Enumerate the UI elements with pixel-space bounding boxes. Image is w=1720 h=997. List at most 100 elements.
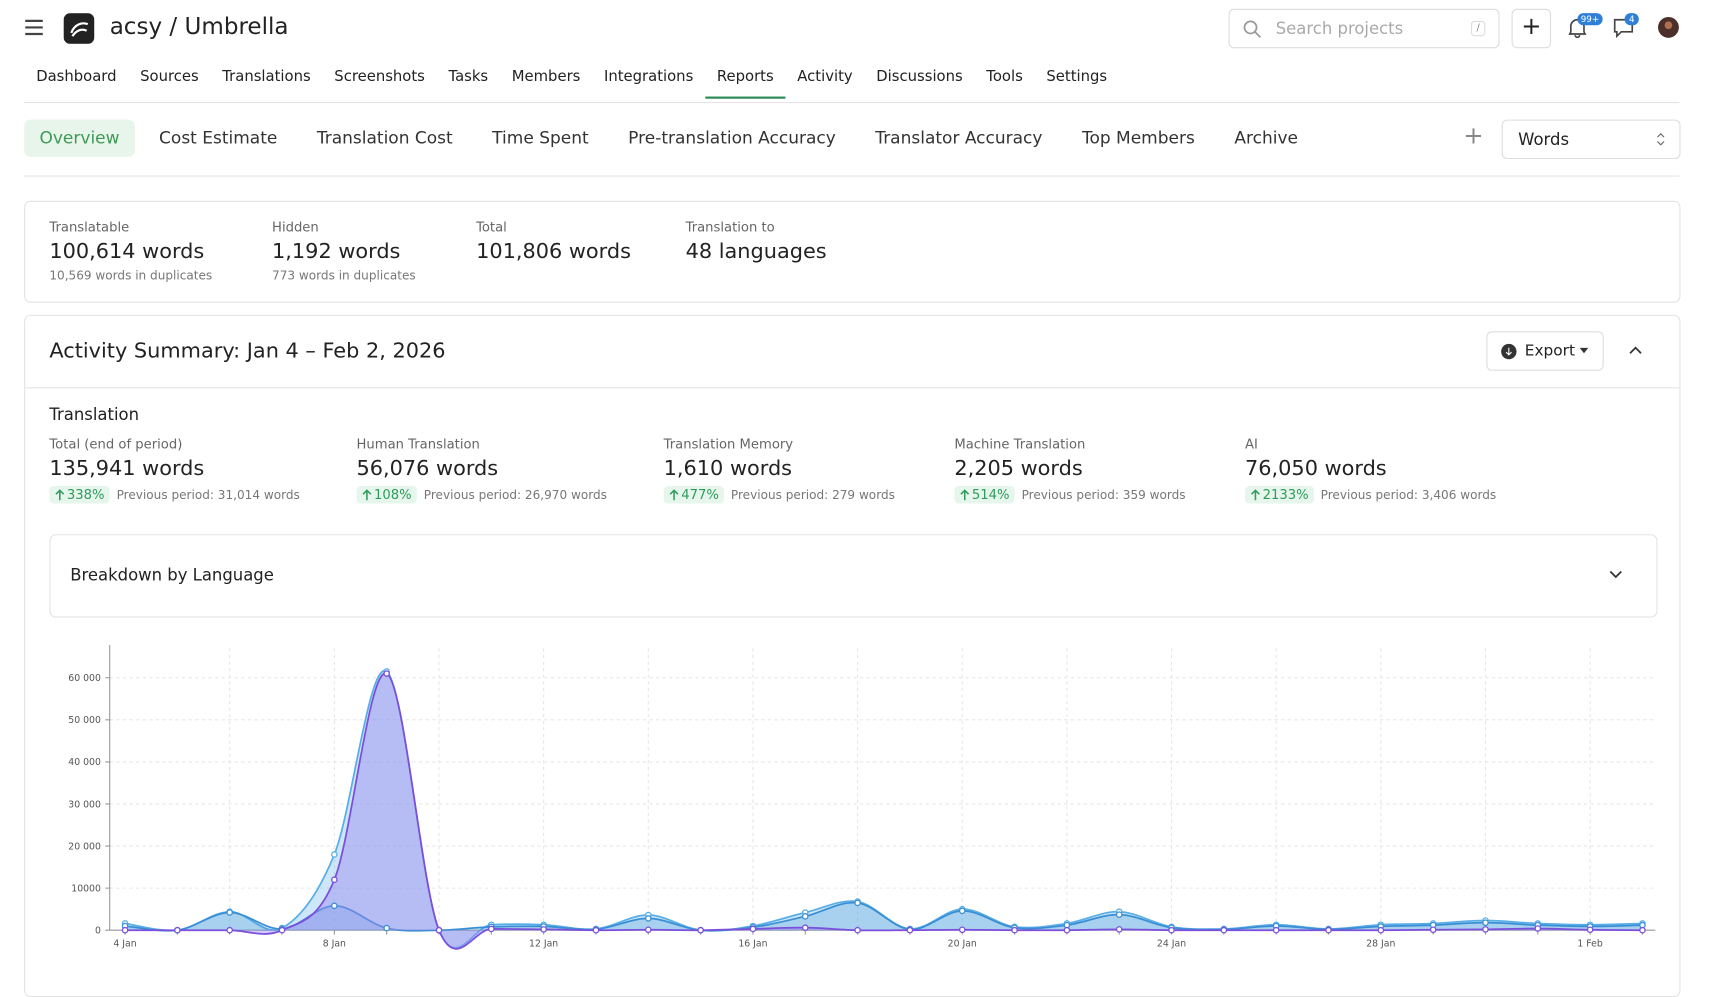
collapse-icon[interactable] [1629, 346, 1642, 355]
change-value: 514% [971, 487, 1010, 503]
export-label: Export [1524, 342, 1576, 360]
x-tick-label: 1 Feb [1577, 939, 1602, 950]
unit-select[interactable]: Words [1501, 119, 1681, 160]
export-button[interactable]: Export [1486, 331, 1604, 371]
y-tick-label: 60 000 [68, 673, 101, 684]
report-tabs: Overview Cost Estimate Translation Cost Tim… [24, 119, 1322, 157]
nav-item[interactable]: Settings [1046, 68, 1108, 86]
point [1325, 926, 1332, 934]
point [331, 902, 338, 910]
stat-value: 100,614 words [49, 239, 205, 264]
y-tick-label: 0 [95, 925, 101, 936]
metric-change-row: 477% Previous period: 279 words [663, 485, 895, 504]
stat-label: Translatable [49, 219, 130, 235]
activity-title: Activity Summary: Jan 4 – Feb 2, 2026 [49, 338, 446, 364]
unit-select-value: Words [1518, 129, 1570, 150]
point [854, 926, 861, 934]
stat-label: Hidden [272, 219, 319, 235]
report-tab[interactable]: Translator Accuracy [875, 128, 1043, 149]
nav-item[interactable]: Dashboard [36, 68, 117, 86]
previous-period: Previous period: 279 words [730, 487, 895, 502]
y-tick-label: 30 000 [68, 799, 101, 810]
nav-item[interactable]: Activity [797, 68, 853, 86]
metric-value: 56,076 words [356, 456, 499, 481]
nav-item[interactable]: Reports [704, 68, 786, 99]
metric-change-row: 2133% Previous period: 3,406 words [1245, 485, 1497, 504]
nav-item[interactable]: Sources [140, 68, 199, 86]
up-arrow [362, 488, 372, 500]
nav-item[interactable]: Discussions [876, 68, 963, 86]
point [854, 899, 861, 907]
point [1272, 926, 1280, 934]
point [697, 926, 704, 934]
point [645, 926, 652, 934]
report-tab[interactable]: Cost Estimate [159, 128, 278, 149]
divider [25, 387, 1680, 389]
report-tab[interactable]: Pre-translation Accuracy [628, 128, 836, 149]
add-button[interactable]: + [1511, 8, 1552, 49]
nav-item[interactable]: Tasks [448, 68, 489, 86]
point [1377, 926, 1385, 934]
avatar[interactable] [1657, 16, 1679, 38]
x-tick-label: 16 Jan [738, 939, 767, 950]
report-tab[interactable]: Translation Cost [316, 128, 453, 149]
project-title[interactable]: acsy / Umbrella [109, 13, 289, 40]
y-tick-label: 50 000 [68, 715, 101, 726]
nav-item[interactable]: Integrations [603, 68, 694, 86]
nav-item[interactable]: Screenshots [334, 68, 425, 86]
change-pill: 338% [49, 485, 111, 504]
point [1011, 926, 1018, 934]
metric-label: Total (end of period) [49, 436, 183, 452]
point [1220, 926, 1228, 934]
report-tab[interactable]: Archive [1234, 128, 1298, 149]
up-arrow [960, 488, 970, 500]
point [226, 909, 233, 916]
x-tick-label: 24 Jan [1157, 939, 1186, 950]
nav-item[interactable]: Members [511, 68, 581, 86]
point [1534, 925, 1542, 932]
search-icon [1243, 20, 1262, 38]
breakdown-title: Breakdown by Language [70, 564, 274, 585]
previous-period: Previous period: 3,406 words [1320, 487, 1497, 502]
up-arrow [669, 488, 679, 500]
x-tick-label: 20 Jan [948, 939, 977, 950]
report-tab[interactable]: Top Members [1081, 128, 1195, 149]
logo[interactable] [63, 13, 95, 44]
line [124, 901, 1643, 932]
change-value: 338% [66, 487, 105, 503]
point [958, 907, 966, 915]
breakdown-card[interactable]: Breakdown by Language [49, 534, 1658, 618]
stat-label: Total [476, 219, 507, 235]
x-tick-label: 4 Jan [113, 939, 136, 950]
metric-value: 2,205 words [954, 456, 1083, 481]
y-tick-label: 20 000 [68, 841, 101, 852]
point [1429, 926, 1437, 934]
nav-item[interactable]: Translations [222, 68, 311, 86]
section-title: Translation [49, 404, 140, 425]
point [174, 926, 181, 934]
point [958, 926, 966, 934]
change-value: 2133% [1262, 487, 1309, 503]
chart: 0 10000 20 000 30 000 40 000 50 000 60 000 4 Ja… [48, 636, 1661, 968]
point [1115, 911, 1123, 918]
add-report-button[interactable]: + [1463, 122, 1484, 151]
metric-value: 1,610 words [663, 456, 793, 481]
search-box[interactable]: Search projects / [1228, 8, 1500, 49]
point [278, 926, 286, 934]
stat-note: 773 words in duplicates [272, 268, 416, 284]
change-value: 108% [374, 487, 412, 503]
point [488, 925, 495, 933]
stats-card: Translatable 100,614 words 10,569 words in… [24, 200, 1681, 303]
point [1482, 919, 1489, 926]
area [125, 673, 1643, 949]
point [331, 851, 338, 858]
export-icon [1501, 343, 1517, 360]
menu-icon[interactable] [24, 19, 44, 37]
point [1063, 926, 1071, 934]
point [592, 926, 600, 934]
metric-change-row: 108% Previous period: 26,970 words [356, 485, 607, 504]
report-tab[interactable]: Time Spent [492, 128, 589, 149]
report-tab[interactable]: Overview [24, 119, 135, 157]
nav-item[interactable]: Tools [986, 68, 1023, 86]
x-tick-label: 12 Jan [529, 939, 558, 950]
